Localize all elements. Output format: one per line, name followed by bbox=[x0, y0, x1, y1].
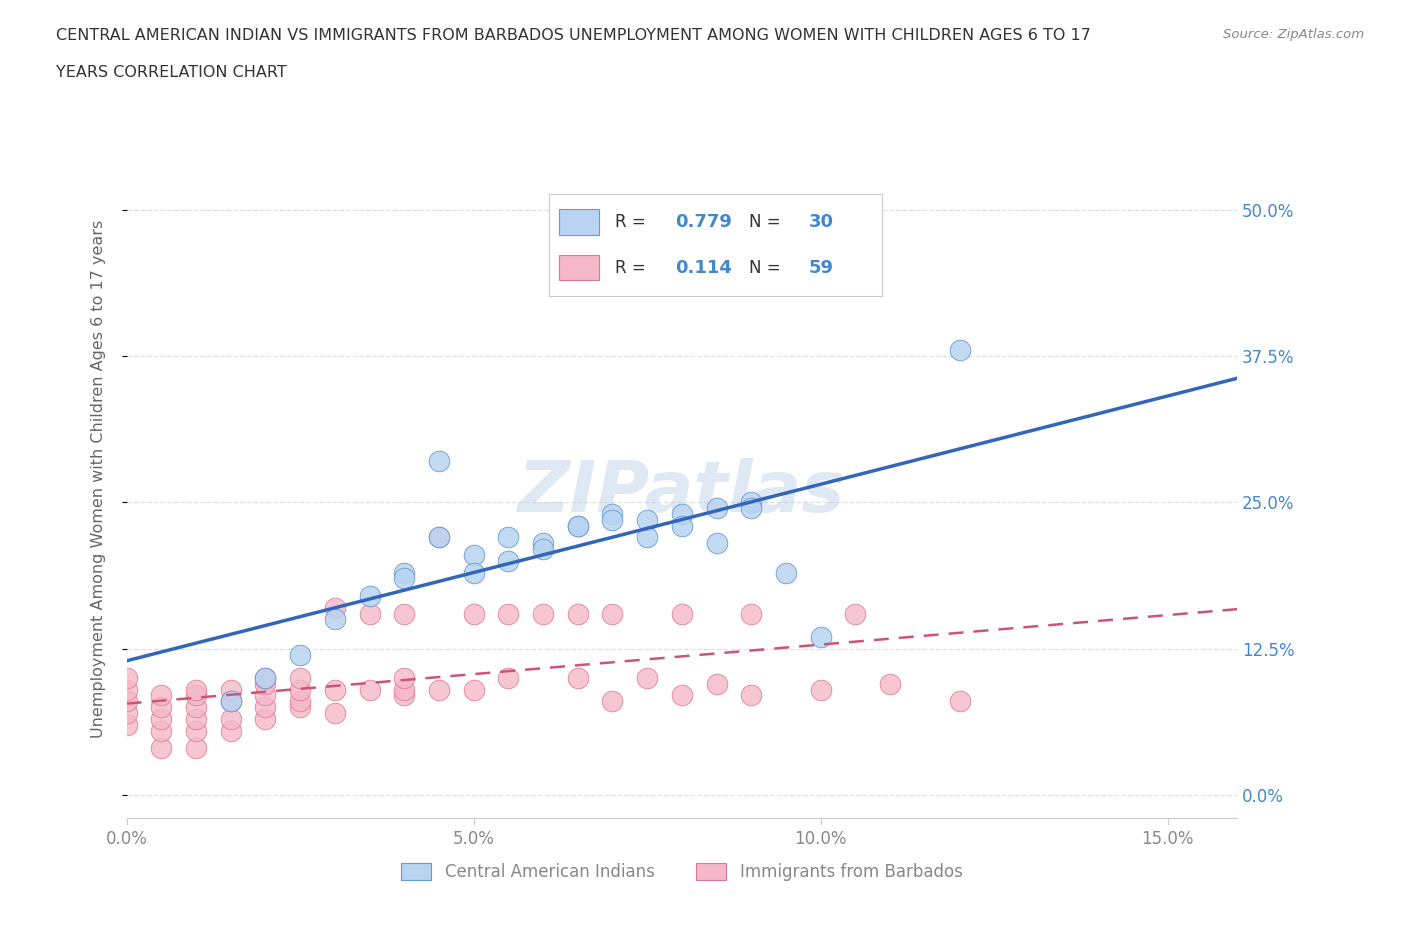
Point bbox=[115, 683, 138, 698]
Point bbox=[636, 530, 658, 545]
Point bbox=[115, 706, 138, 721]
Point bbox=[706, 536, 728, 551]
Point bbox=[394, 571, 416, 586]
Point bbox=[288, 694, 311, 709]
Point bbox=[184, 699, 207, 714]
Point bbox=[427, 530, 450, 545]
Point bbox=[740, 500, 762, 515]
Point bbox=[531, 536, 554, 551]
Point bbox=[463, 548, 485, 563]
Point bbox=[115, 717, 138, 732]
Point bbox=[394, 683, 416, 698]
Point bbox=[636, 512, 658, 527]
Point bbox=[602, 606, 624, 621]
Point bbox=[184, 740, 207, 755]
Point bbox=[115, 694, 138, 709]
Point bbox=[254, 688, 277, 703]
Point bbox=[184, 688, 207, 703]
Point bbox=[844, 606, 866, 621]
Text: ZIPatlas: ZIPatlas bbox=[519, 458, 845, 527]
Text: Source: ZipAtlas.com: Source: ZipAtlas.com bbox=[1223, 28, 1364, 41]
Point bbox=[394, 606, 416, 621]
Point bbox=[394, 688, 416, 703]
Point bbox=[254, 671, 277, 685]
Point bbox=[531, 606, 554, 621]
Point bbox=[706, 676, 728, 691]
Point bbox=[150, 688, 173, 703]
Point bbox=[219, 683, 242, 698]
Point bbox=[671, 518, 693, 533]
Point bbox=[636, 671, 658, 685]
Point bbox=[288, 699, 311, 714]
Point bbox=[115, 671, 138, 685]
Point bbox=[219, 694, 242, 709]
Point bbox=[671, 606, 693, 621]
Point bbox=[323, 683, 346, 698]
Point bbox=[740, 495, 762, 510]
Point bbox=[359, 683, 381, 698]
Point bbox=[810, 630, 832, 644]
Point bbox=[775, 565, 797, 580]
Y-axis label: Unemployment Among Women with Children Ages 6 to 17 years: Unemployment Among Women with Children A… bbox=[91, 219, 105, 738]
Point bbox=[288, 671, 311, 685]
Point bbox=[219, 694, 242, 709]
Point bbox=[740, 688, 762, 703]
Point bbox=[498, 553, 520, 568]
Point bbox=[288, 647, 311, 662]
Point bbox=[740, 606, 762, 621]
Point bbox=[948, 343, 970, 358]
Point bbox=[602, 507, 624, 522]
Point bbox=[567, 518, 589, 533]
Point bbox=[463, 606, 485, 621]
Point bbox=[254, 676, 277, 691]
Point bbox=[323, 600, 346, 615]
Point bbox=[427, 683, 450, 698]
Point bbox=[323, 612, 346, 627]
Point bbox=[254, 711, 277, 726]
Point bbox=[602, 694, 624, 709]
Point bbox=[463, 683, 485, 698]
Point bbox=[394, 671, 416, 685]
Point bbox=[288, 683, 311, 698]
Point bbox=[184, 724, 207, 738]
Point bbox=[671, 688, 693, 703]
Point bbox=[150, 711, 173, 726]
Point bbox=[531, 542, 554, 557]
Point bbox=[394, 565, 416, 580]
Point bbox=[427, 454, 450, 469]
Point bbox=[498, 530, 520, 545]
Point bbox=[359, 606, 381, 621]
Point bbox=[219, 711, 242, 726]
Point bbox=[879, 676, 901, 691]
Point bbox=[810, 683, 832, 698]
Point bbox=[498, 606, 520, 621]
Point bbox=[323, 706, 346, 721]
Point bbox=[359, 589, 381, 604]
Point bbox=[219, 724, 242, 738]
Point bbox=[150, 699, 173, 714]
Point bbox=[184, 711, 207, 726]
Point bbox=[150, 724, 173, 738]
Point bbox=[602, 512, 624, 527]
Point bbox=[671, 507, 693, 522]
Point bbox=[567, 518, 589, 533]
Point bbox=[150, 740, 173, 755]
Point bbox=[463, 565, 485, 580]
Text: CENTRAL AMERICAN INDIAN VS IMMIGRANTS FROM BARBADOS UNEMPLOYMENT AMONG WOMEN WIT: CENTRAL AMERICAN INDIAN VS IMMIGRANTS FR… bbox=[56, 28, 1091, 43]
Point bbox=[948, 694, 970, 709]
Point bbox=[254, 671, 277, 685]
Point bbox=[706, 500, 728, 515]
Text: YEARS CORRELATION CHART: YEARS CORRELATION CHART bbox=[56, 65, 287, 80]
Point bbox=[567, 671, 589, 685]
Legend: Central American Indians, Immigrants from Barbados: Central American Indians, Immigrants fro… bbox=[395, 857, 969, 888]
Point bbox=[427, 530, 450, 545]
Point bbox=[184, 683, 207, 698]
Point bbox=[254, 699, 277, 714]
Point bbox=[567, 606, 589, 621]
Point bbox=[498, 671, 520, 685]
